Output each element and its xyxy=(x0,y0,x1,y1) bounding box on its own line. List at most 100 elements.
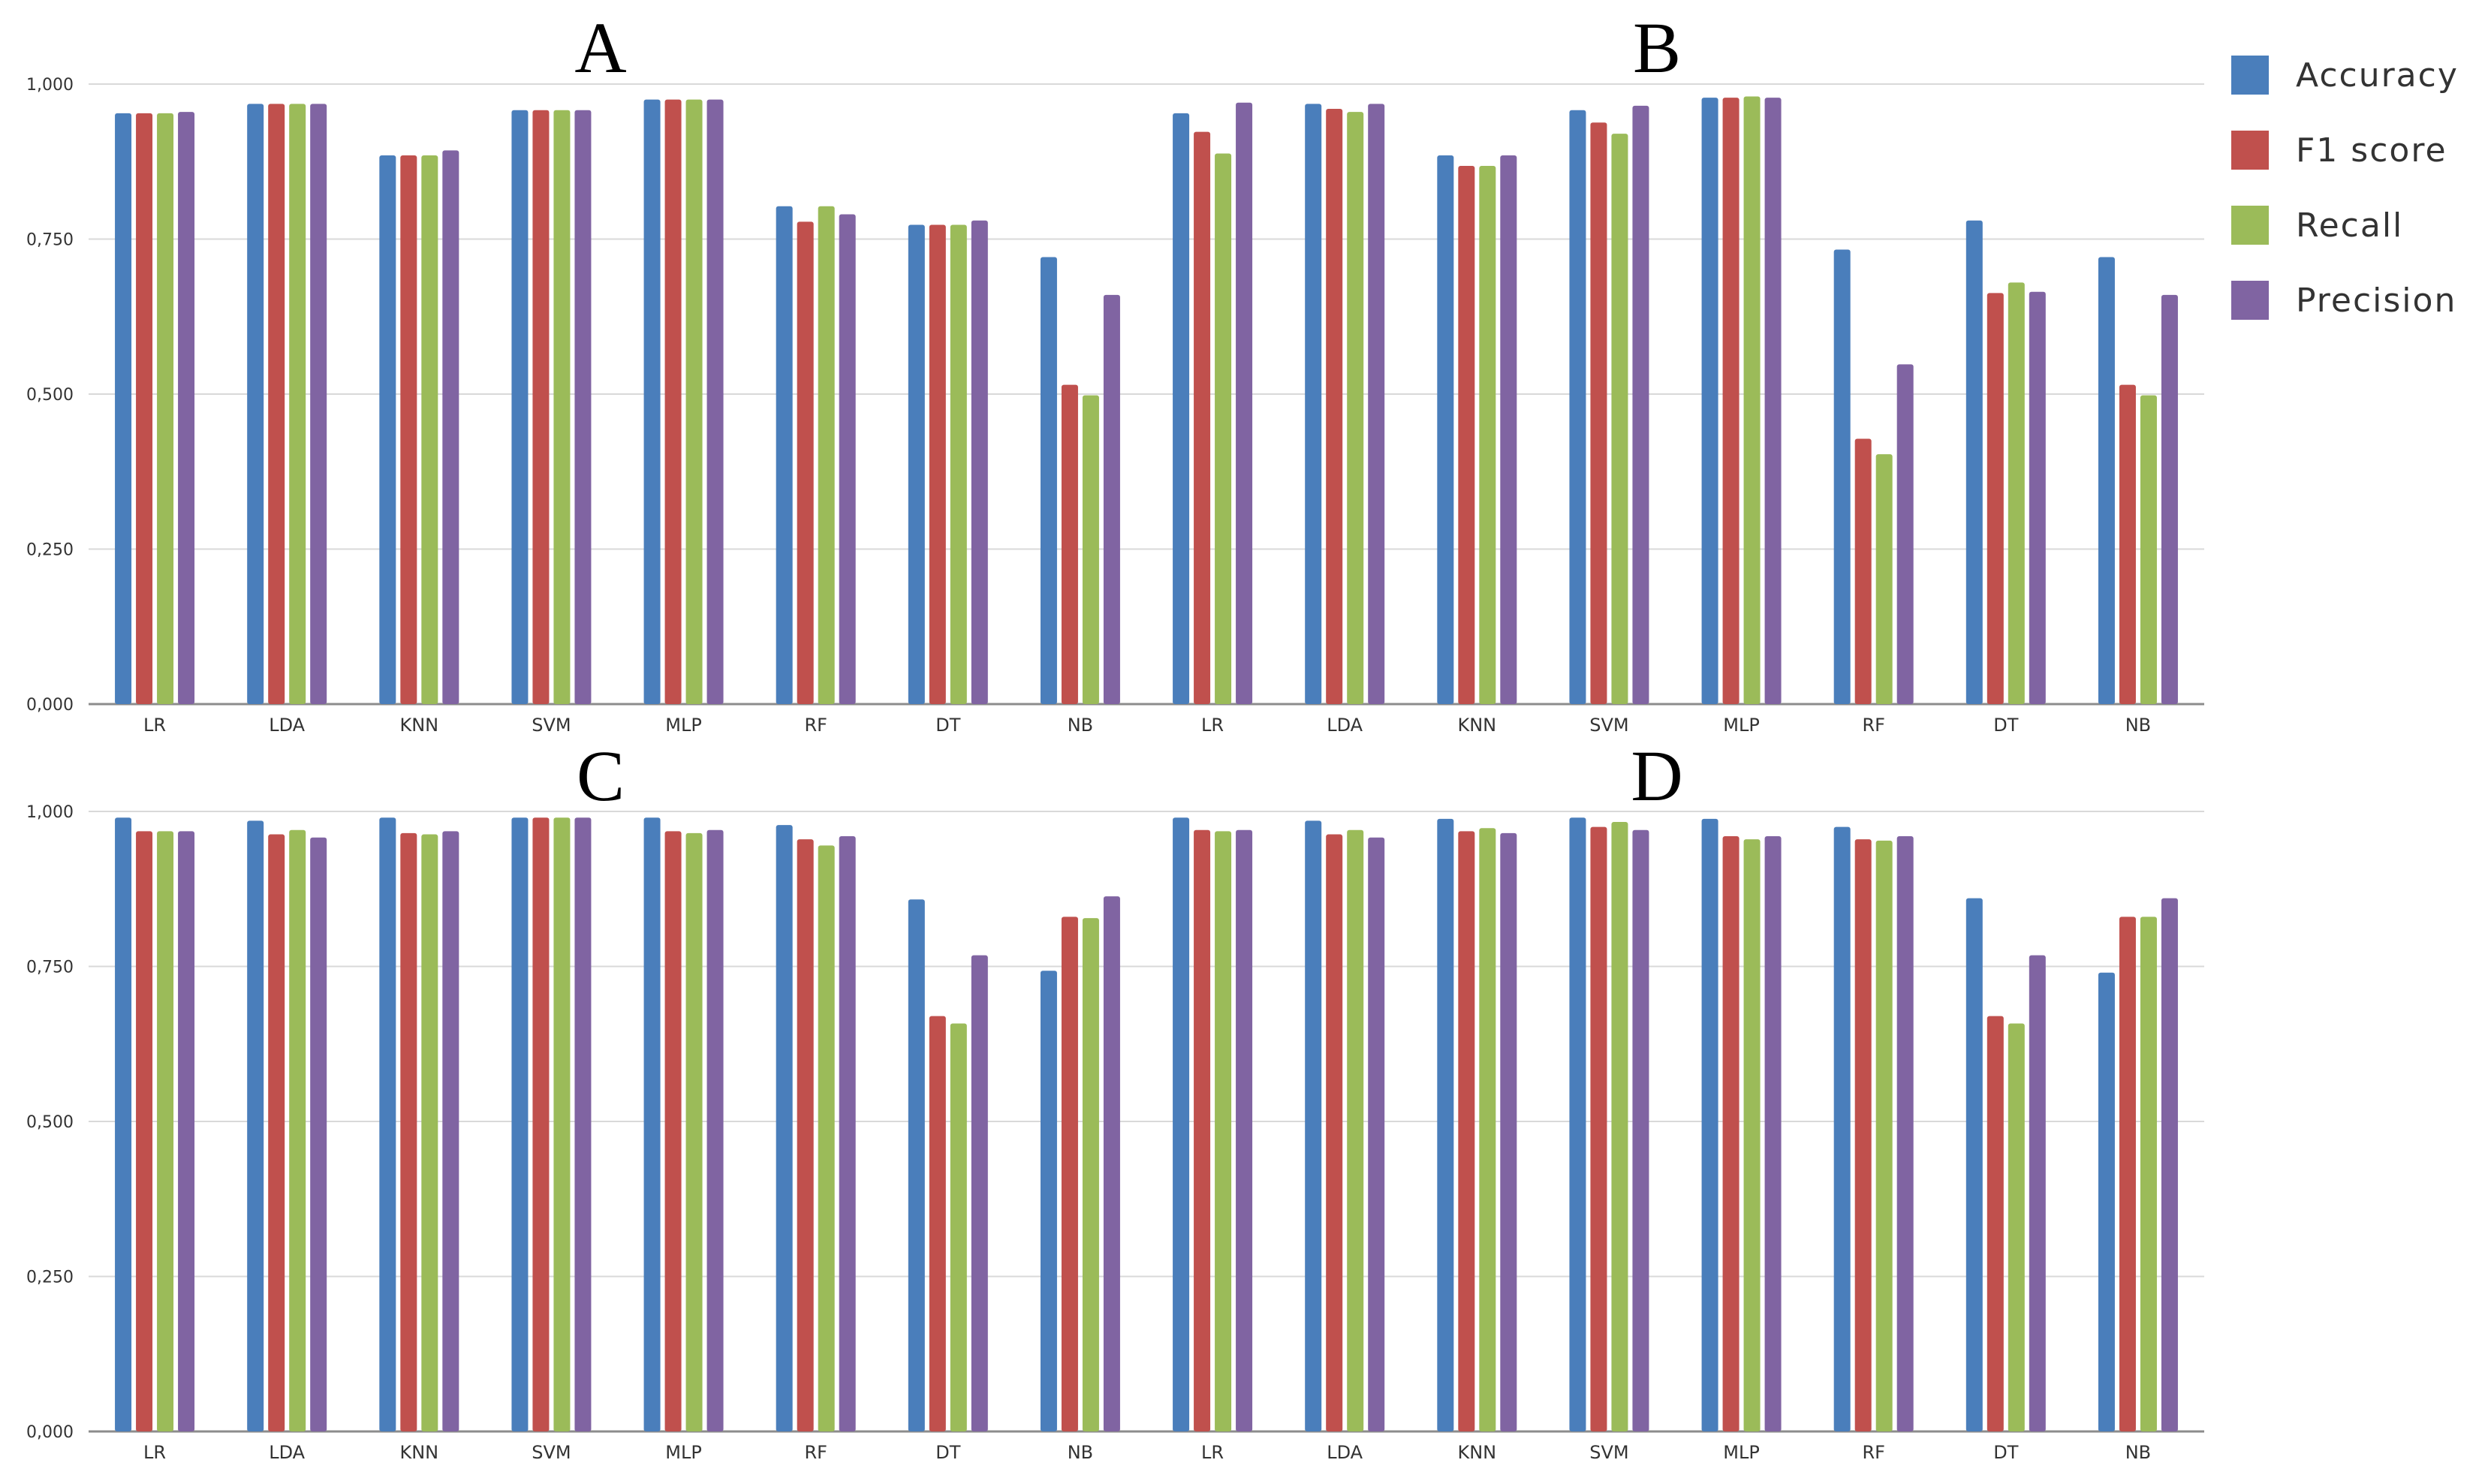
x-tick-label: MLP xyxy=(665,715,702,736)
bar-precision-rf xyxy=(839,836,856,1431)
x-tick-label: MLP xyxy=(665,1442,702,1463)
bar-precision-rf xyxy=(839,214,856,705)
bar-accuracy-lda xyxy=(1305,820,1322,1431)
bar-precision-rf xyxy=(1896,364,1914,704)
bar-recall-lda xyxy=(289,104,306,704)
bar-accuracy-mlp xyxy=(643,99,661,704)
y-tick-label: 0,750 xyxy=(26,231,74,250)
bar-recall-nb xyxy=(1082,395,1099,704)
bar-precision-lr xyxy=(178,831,195,1431)
y-tick-label: 0,000 xyxy=(26,696,74,715)
bar-accuracy-mlp xyxy=(643,817,661,1431)
bar-accuracy-svm xyxy=(511,817,529,1431)
x-tick-label: RF xyxy=(1862,1442,1884,1463)
bar-accuracy-nb xyxy=(1040,257,1057,705)
bar-f1-score-knn xyxy=(1458,831,1475,1431)
y-tick-label: 0,500 xyxy=(26,386,74,405)
bar-f1-score-nb xyxy=(2119,384,2136,704)
bar-f1-score-dt xyxy=(929,224,946,704)
bar-accuracy-nb xyxy=(2098,972,2115,1431)
bar-f1-score-dt xyxy=(1987,1016,2004,1431)
x-tick-label: NB xyxy=(2125,715,2151,736)
bar-precision-lr xyxy=(1236,829,1253,1431)
y-tick-label: 0,500 xyxy=(26,1113,74,1132)
bar-f1-score-lr xyxy=(136,113,153,704)
bar-precision-lda xyxy=(1368,104,1385,704)
x-tick-label: SVM xyxy=(532,1442,571,1463)
panel-label-d: D xyxy=(1631,736,1682,816)
bar-f1-score-svm xyxy=(532,817,550,1431)
bar-precision-svm xyxy=(1632,105,1649,704)
bar-accuracy-lr xyxy=(115,817,132,1431)
bar-accuracy-lr xyxy=(115,113,132,704)
y-tick-label: 0,000 xyxy=(26,1423,74,1442)
bar-accuracy-knn xyxy=(379,155,396,705)
bar-accuracy-dt xyxy=(1965,220,1983,705)
bar-accuracy-rf xyxy=(1833,249,1851,704)
bar-accuracy-mlp xyxy=(1701,98,1718,704)
bar-accuracy-dt xyxy=(908,899,925,1431)
bar-accuracy-rf xyxy=(776,825,793,1431)
bar-f1-score-rf xyxy=(797,839,814,1431)
x-tick-label: KNN xyxy=(1457,1442,1496,1463)
bar-precision-svm xyxy=(1632,829,1649,1431)
bar-recall-svm xyxy=(553,110,571,704)
bar-recall-lr xyxy=(157,113,174,704)
x-tick-label: MLP xyxy=(1723,1442,1760,1463)
legend-swatch-f1-score xyxy=(2231,131,2269,170)
chart-panel-2: 0,000 0,250 0,500 0,750 1,000 LR LDA KNN SVM MLP R… xyxy=(26,736,2204,1463)
y-tick-label: 0,250 xyxy=(26,1269,74,1287)
bar-precision-lr xyxy=(178,112,195,705)
bar-accuracy-lr xyxy=(1173,113,1190,704)
x-tick-label: KNN xyxy=(399,715,438,736)
x-tick-label: LDA xyxy=(1327,715,1363,736)
bar-f1-score-dt xyxy=(929,1016,946,1431)
bar-f1-score-knn xyxy=(400,832,417,1431)
bar-recall-rf xyxy=(818,206,835,704)
bar-accuracy-nb xyxy=(2098,257,2115,705)
bar-f1-score-lr xyxy=(1194,829,1211,1431)
bar-accuracy-svm xyxy=(511,110,529,704)
bar-accuracy-knn xyxy=(379,817,396,1431)
x-tick-label: RF xyxy=(804,1442,827,1463)
legend-label: Accuracy xyxy=(2296,56,2459,95)
y-tick-label: 0,750 xyxy=(26,959,74,977)
bar-accuracy-knn xyxy=(1437,818,1454,1431)
bar-recall-dt xyxy=(950,224,967,704)
x-tick-label: LR xyxy=(143,1442,166,1463)
bar-accuracy-dt xyxy=(1965,898,1983,1431)
bar-f1-score-rf xyxy=(1854,438,1872,704)
bar-recall-knn xyxy=(421,155,438,705)
bar-f1-score-svm xyxy=(532,110,550,704)
bar-precision-nb xyxy=(2161,898,2178,1431)
bar-accuracy-dt xyxy=(908,224,925,704)
x-tick-label: DT xyxy=(935,715,960,736)
bar-recall-knn xyxy=(1479,828,1496,1431)
bar-recall-svm xyxy=(1611,134,1628,704)
bar-precision-knn xyxy=(442,831,459,1431)
bar-precision-dt xyxy=(2029,955,2046,1431)
bar-f1-score-mlp xyxy=(664,99,682,704)
bar-recall-lda xyxy=(1347,829,1364,1431)
bar-f1-score-lr xyxy=(1194,131,1211,705)
x-tick-label: DT xyxy=(1993,715,2018,736)
x-tick-label: DT xyxy=(1993,1442,2018,1463)
bar-f1-score-nb xyxy=(1061,917,1078,1431)
bar-f1-score-knn xyxy=(400,155,417,705)
legend: Accuracy F1 score Recall Precision xyxy=(2231,56,2459,320)
legend-swatch-accuracy xyxy=(2231,56,2269,95)
bar-recall-mlp xyxy=(685,99,703,704)
bar-precision-knn xyxy=(1500,832,1517,1431)
x-tick-label: LR xyxy=(1201,1442,1224,1463)
bar-f1-score-rf xyxy=(797,221,814,704)
y-tick-label: 0,250 xyxy=(26,541,74,560)
bar-f1-score-lda xyxy=(268,834,285,1431)
bar-recall-lda xyxy=(1347,112,1364,705)
x-tick-label: NB xyxy=(1068,1442,1093,1463)
bar-recall-lr xyxy=(1215,831,1232,1431)
bar-recall-lr xyxy=(1215,153,1232,705)
bar-f1-score-mlp xyxy=(1722,98,1740,704)
bar-f1-score-lr xyxy=(136,831,153,1431)
x-tick-label: SVM xyxy=(532,715,571,736)
legend-label: Precision xyxy=(2296,281,2456,320)
